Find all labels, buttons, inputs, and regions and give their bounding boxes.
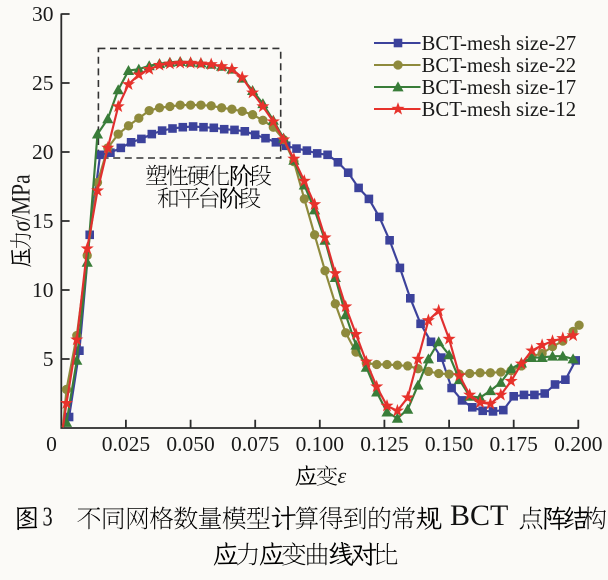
svg-text:BCT-mesh size-22: BCT-mesh size-22 (422, 54, 577, 77)
svg-text:BCT-mesh size-27: BCT-mesh size-27 (422, 32, 577, 55)
svg-text:ε: ε (338, 463, 347, 488)
svg-text:25: 25 (32, 71, 54, 95)
svg-text:0.175: 0.175 (490, 432, 538, 456)
svg-text:BCT: BCT (450, 499, 508, 532)
svg-text:0.100: 0.100 (296, 432, 344, 456)
svg-text:0.200: 0.200 (554, 432, 602, 456)
svg-text:10: 10 (32, 278, 54, 302)
svg-text:15: 15 (32, 209, 54, 233)
svg-text:5: 5 (43, 347, 54, 371)
svg-text:20: 20 (32, 140, 54, 164)
svg-text:30: 30 (32, 2, 54, 26)
svg-text:0.125: 0.125 (360, 432, 408, 456)
svg-text:BCT-mesh size-17: BCT-mesh size-17 (422, 76, 577, 99)
svg-text:0.050: 0.050 (166, 432, 214, 456)
svg-text:BCT-mesh size-12: BCT-mesh size-12 (422, 98, 577, 121)
svg-text:3: 3 (43, 503, 53, 532)
svg-text:0: 0 (46, 432, 57, 456)
svg-text:σ/MPa: σ/MPa (8, 174, 36, 231)
svg-text:0.150: 0.150 (425, 432, 473, 456)
svg-text:0.075: 0.075 (231, 432, 279, 456)
svg-text:0.025: 0.025 (102, 432, 150, 456)
